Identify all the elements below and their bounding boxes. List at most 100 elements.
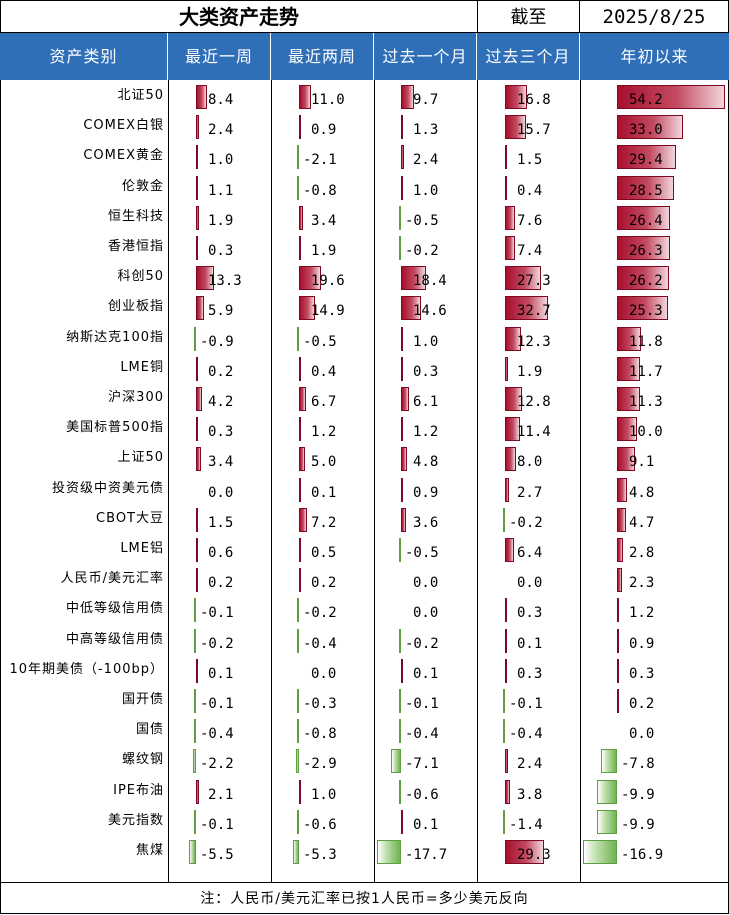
performance-value: 0.3 bbox=[208, 243, 234, 259]
performance-bar bbox=[505, 417, 521, 442]
performance-bar bbox=[196, 658, 198, 683]
performance-value: 54.2 bbox=[629, 92, 663, 108]
performance-value: 1.9 bbox=[208, 212, 234, 229]
asset-name: 美国标普500指 bbox=[66, 420, 164, 436]
performance-value: 19.6 bbox=[311, 273, 345, 290]
performance-bar bbox=[194, 598, 196, 623]
performance-bar bbox=[196, 538, 198, 562]
performance-value: -0.2 bbox=[509, 514, 543, 531]
performance-bar bbox=[196, 447, 201, 472]
performance-value: -0.8 bbox=[303, 182, 337, 199]
performance-value: 26.3 bbox=[629, 243, 663, 259]
asset-name: 创业板指 bbox=[107, 299, 164, 315]
performance-value: 0.0 bbox=[413, 575, 439, 592]
performance-bar bbox=[194, 809, 196, 834]
asset-name: 纳斯达克100指 bbox=[66, 329, 164, 345]
performance-bar bbox=[196, 356, 198, 381]
performance-value: -0.9 bbox=[200, 333, 234, 350]
performance-bar bbox=[505, 628, 507, 653]
performance-bar bbox=[297, 719, 299, 744]
performance-value: -0.3 bbox=[303, 696, 337, 712]
header-last-two-weeks: 最近两周 bbox=[271, 33, 374, 80]
performance-bar bbox=[505, 85, 528, 109]
asset-name: 沪深300 bbox=[108, 390, 164, 405]
performance-bar bbox=[196, 296, 204, 321]
performance-value: 2.4 bbox=[517, 756, 543, 773]
performance-bar bbox=[617, 507, 627, 532]
header-asset-class: 资产类别 bbox=[0, 33, 168, 80]
performance-bar bbox=[299, 447, 305, 472]
performance-bar bbox=[505, 749, 509, 774]
performance-value: -0.5 bbox=[405, 545, 439, 561]
performance-value: 0.1 bbox=[208, 665, 234, 682]
performance-bar bbox=[401, 447, 408, 472]
performance-value: 4.2 bbox=[208, 394, 234, 410]
column-divider bbox=[271, 80, 272, 882]
performance-bar bbox=[505, 538, 514, 562]
performance-value: 27.3 bbox=[517, 273, 551, 290]
performance-value: 3.8 bbox=[517, 786, 543, 803]
asset-name: 10年期美债（-100bp） bbox=[9, 661, 164, 677]
performance-bar bbox=[196, 779, 199, 804]
performance-bar bbox=[299, 296, 316, 321]
performance-value: -0.6 bbox=[303, 816, 337, 833]
column-divider bbox=[477, 80, 478, 882]
performance-bar bbox=[399, 689, 401, 713]
asset-name: 北证50 bbox=[117, 88, 164, 103]
performance-bar bbox=[295, 749, 299, 774]
performance-value: 29.3 bbox=[517, 847, 551, 863]
performance-bar bbox=[503, 689, 505, 713]
performance-value: 7.2 bbox=[311, 514, 337, 531]
performance-value: -2.9 bbox=[303, 756, 337, 773]
performance-value: -5.5 bbox=[200, 847, 234, 863]
performance-value: -0.1 bbox=[200, 696, 234, 712]
performance-bar bbox=[401, 477, 403, 502]
performance-value: 0.2 bbox=[208, 575, 234, 592]
performance-value: 3.4 bbox=[208, 454, 234, 471]
performance-value: 4.8 bbox=[413, 454, 439, 471]
performance-value: 0.2 bbox=[311, 575, 337, 592]
performance-value: 26.2 bbox=[629, 273, 663, 290]
performance-bar bbox=[377, 840, 401, 864]
performance-bar bbox=[617, 658, 619, 683]
asset-name: COMEX黄金 bbox=[83, 148, 164, 164]
asset-name: IPE布油 bbox=[113, 782, 164, 798]
performance-bar bbox=[196, 266, 214, 291]
performance-value: -16.9 bbox=[621, 847, 664, 863]
performance-bar bbox=[617, 538, 623, 562]
asset-name: 美元指数 bbox=[107, 812, 164, 828]
performance-value: 11.0 bbox=[311, 92, 345, 108]
performance-bar bbox=[617, 387, 640, 411]
performance-value: 0.0 bbox=[629, 726, 655, 743]
performance-bar bbox=[617, 85, 726, 109]
asset-name: LME铜 bbox=[120, 359, 164, 375]
performance-value: 14.9 bbox=[311, 303, 345, 320]
performance-value: 0.3 bbox=[517, 665, 543, 682]
performance-value: 7.6 bbox=[517, 212, 543, 229]
asset-name: 中低等级信用债 bbox=[65, 601, 164, 617]
performance-bar bbox=[299, 236, 302, 260]
performance-bar bbox=[617, 266, 670, 291]
performance-value: -0.1 bbox=[405, 696, 439, 712]
performance-value: 0.9 bbox=[311, 122, 337, 139]
performance-value: 3.6 bbox=[413, 514, 439, 531]
header-past-three-months: 过去三个月 bbox=[477, 33, 580, 80]
performance-value: 1.5 bbox=[517, 152, 543, 169]
performance-bar bbox=[196, 205, 199, 230]
performance-bar bbox=[297, 175, 299, 200]
performance-bar bbox=[617, 598, 620, 623]
header-past-month: 过去一个月 bbox=[374, 33, 477, 80]
performance-bar bbox=[299, 507, 307, 532]
column-divider bbox=[168, 80, 169, 882]
performance-value: 12.3 bbox=[517, 333, 551, 350]
performance-value: 2.7 bbox=[517, 484, 543, 501]
performance-bar bbox=[505, 205, 516, 230]
asset-name: 恒生科技 bbox=[107, 208, 164, 224]
performance-bar bbox=[297, 628, 299, 653]
performance-value: 1.5 bbox=[208, 514, 234, 531]
performance-value: -7.1 bbox=[405, 756, 439, 773]
performance-bar bbox=[299, 387, 307, 411]
performance-value: 9.7 bbox=[413, 92, 439, 108]
column-divider bbox=[374, 80, 375, 882]
